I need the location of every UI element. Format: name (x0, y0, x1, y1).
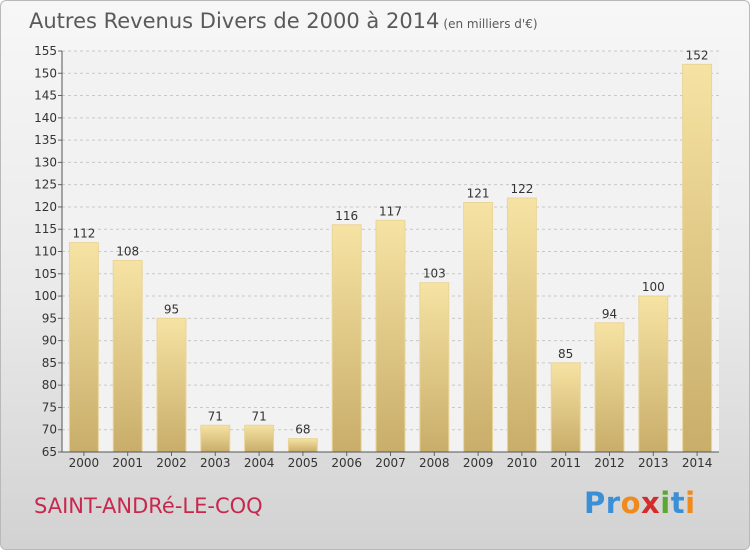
value-label: 121 (467, 186, 490, 200)
value-label: 103 (423, 267, 446, 281)
y-tick-label: 120 (34, 200, 57, 214)
bar-2010 (506, 197, 537, 453)
x-tick-label: 2009 (463, 456, 494, 470)
y-tick-label: 90 (42, 334, 57, 348)
bar-2012 (594, 322, 625, 453)
x-tick-label: 2001 (112, 456, 143, 470)
bar-2000 (68, 242, 99, 453)
bar-2011 (550, 362, 581, 453)
value-label: 112 (72, 227, 95, 241)
axes: 65 70 75 80 85 90 95 100 105 110 115 120 125 130 135 14… (34, 44, 719, 470)
bar-2008 (419, 282, 450, 453)
y-tick-label: 65 (42, 445, 57, 459)
y-tick-label: 155 (34, 44, 57, 58)
x-tick-label: 2007 (375, 456, 406, 470)
logo-letter: t (670, 486, 686, 520)
y-tick-label: 145 (34, 89, 57, 103)
y-tick-label: 140 (34, 111, 57, 125)
bar-2003 (200, 424, 231, 453)
chart-title-text: Autres Revenus Divers de 2000 à 2014 (29, 9, 440, 33)
x-tick-label: 2008 (419, 456, 450, 470)
bar-2004 (244, 424, 275, 453)
x-tick-label: 2010 (507, 456, 538, 470)
value-label: 122 (510, 182, 533, 196)
x-tick-label: 2005 (288, 456, 319, 470)
x-tick-label: 2006 (331, 456, 362, 470)
value-label: 85 (558, 347, 573, 361)
bar-2002 (156, 317, 187, 453)
value-label: 100 (642, 280, 665, 294)
x-tick-label: 2003 (200, 456, 231, 470)
value-label: 108 (116, 244, 139, 258)
unit-note: (en milliers d'€) (443, 17, 538, 31)
bars (68, 63, 713, 453)
value-label: 71 (208, 409, 223, 423)
proxiti-logo: Proxiti (584, 486, 696, 520)
value-label: 71 (251, 409, 266, 423)
bar-2006 (331, 224, 362, 453)
x-tick-label: 2011 (550, 456, 581, 470)
x-tick-label: 2004 (244, 456, 275, 470)
y-tick-label: 75 (42, 400, 57, 414)
y-tick-label: 70 (42, 423, 57, 437)
bar-2001 (112, 259, 143, 453)
logo-letter: i (685, 486, 696, 520)
value-label: 117 (379, 204, 402, 218)
logo-letter: i (660, 486, 671, 520)
logo-letter: o (620, 486, 642, 520)
y-tick-label: 130 (34, 155, 57, 169)
bar-2005 (287, 438, 318, 453)
y-tick-label: 110 (34, 245, 57, 259)
y-tick-label: 150 (34, 66, 57, 80)
bar-2009 (463, 201, 494, 453)
value-label: 152 (686, 48, 709, 62)
logo-letter: x (641, 486, 661, 520)
logo-letter: P (584, 486, 606, 520)
y-tick-label: 95 (42, 311, 57, 325)
y-tick-label: 125 (34, 178, 57, 192)
value-label: 116 (335, 209, 358, 223)
y-tick-label: 80 (42, 378, 57, 392)
x-tick-label: 2014 (682, 456, 713, 470)
bar-2007 (375, 219, 406, 453)
value-label: 68 (295, 423, 310, 437)
bar-2013 (638, 295, 669, 453)
value-label: 95 (164, 302, 179, 316)
x-tick-label: 2012 (594, 456, 625, 470)
y-tick-label: 100 (34, 289, 57, 303)
bar-2014 (682, 63, 713, 453)
y-tick-label: 85 (42, 356, 57, 370)
value-labels: 112 108 95 71 71 68 116 117 103 121 122 85 94 100 152 (72, 48, 708, 436)
x-tick-label: 2013 (638, 456, 669, 470)
commune-name: SAINT-ANDRé-LE-COQ (34, 494, 263, 518)
chart-title: Autres Revenus Divers de 2000 à 2014 (en … (29, 9, 538, 33)
value-label: 94 (602, 307, 617, 321)
x-tick-label: 2000 (69, 456, 100, 470)
y-tick-label: 135 (34, 133, 57, 147)
y-tick-label: 105 (34, 267, 57, 281)
logo-letter: r (605, 486, 621, 520)
x-tick-label: 2002 (156, 456, 187, 470)
y-tick-label: 115 (34, 222, 57, 236)
